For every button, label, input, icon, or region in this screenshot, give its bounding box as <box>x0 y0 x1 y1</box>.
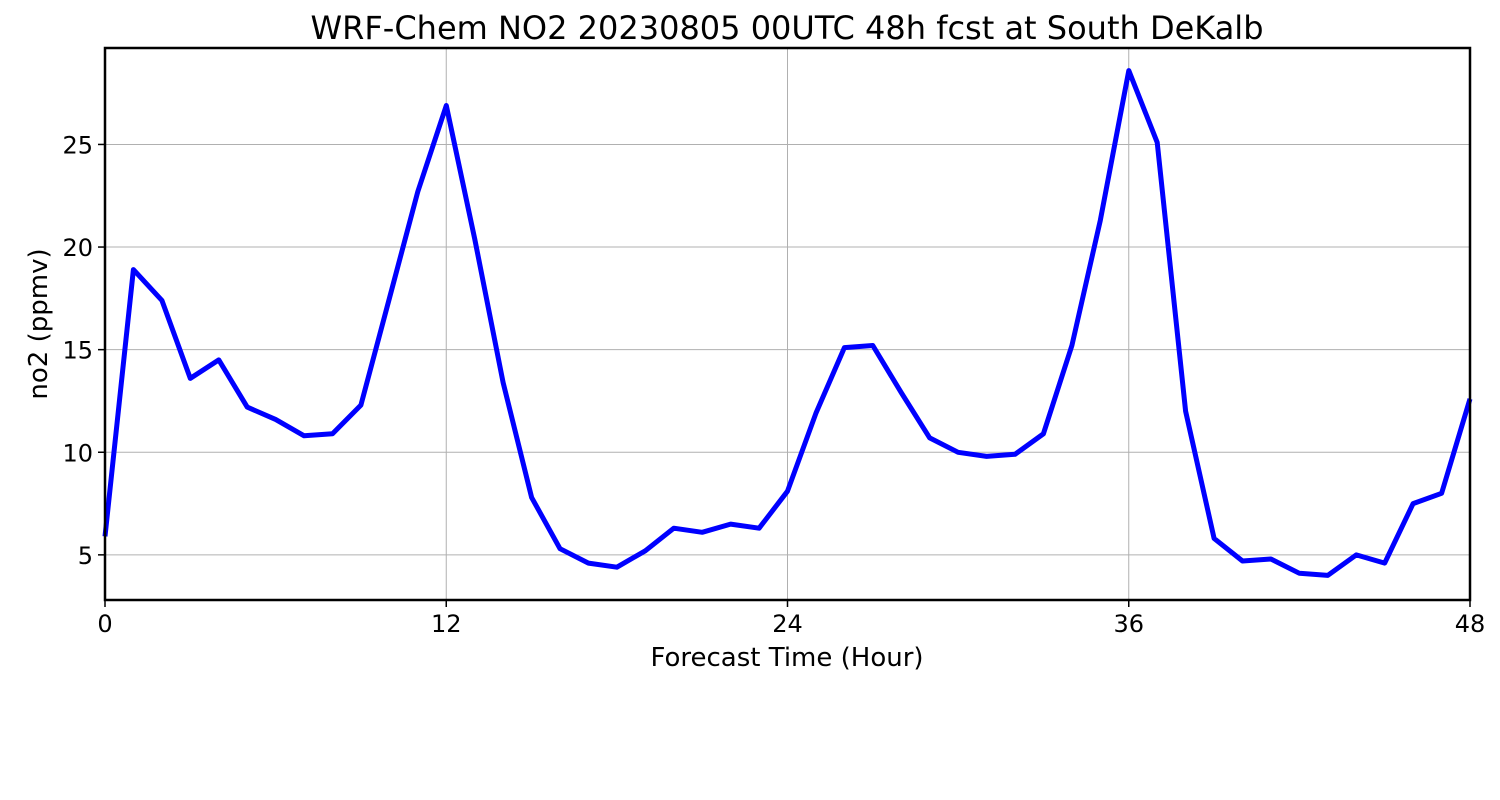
x-tick-label: 48 <box>1455 610 1486 638</box>
x-tick-label: 24 <box>772 610 803 638</box>
y-axis-label: no2 (ppmv) <box>24 248 54 399</box>
chart-title: WRF-Chem NO2 20230805 00UTC 48h fcst at … <box>311 9 1264 47</box>
plot-area <box>102 68 1473 578</box>
axis-ticks: 0 12 24 36 48 5 10 15 20 25 <box>62 131 1485 638</box>
y-tick-label: 10 <box>62 439 93 467</box>
y-tick-label: 5 <box>78 542 93 570</box>
x-tick-label: 36 <box>1113 610 1144 638</box>
y-tick-label: 20 <box>62 234 93 262</box>
x-tick-label: 0 <box>97 610 112 638</box>
grid <box>104 48 1471 600</box>
x-tick-label: 12 <box>431 610 462 638</box>
y-tick-label: 15 <box>62 337 93 365</box>
y-tick-label: 25 <box>62 131 93 159</box>
x-axis-label: Forecast Time (Hour) <box>650 643 923 673</box>
series-line <box>102 68 1473 578</box>
